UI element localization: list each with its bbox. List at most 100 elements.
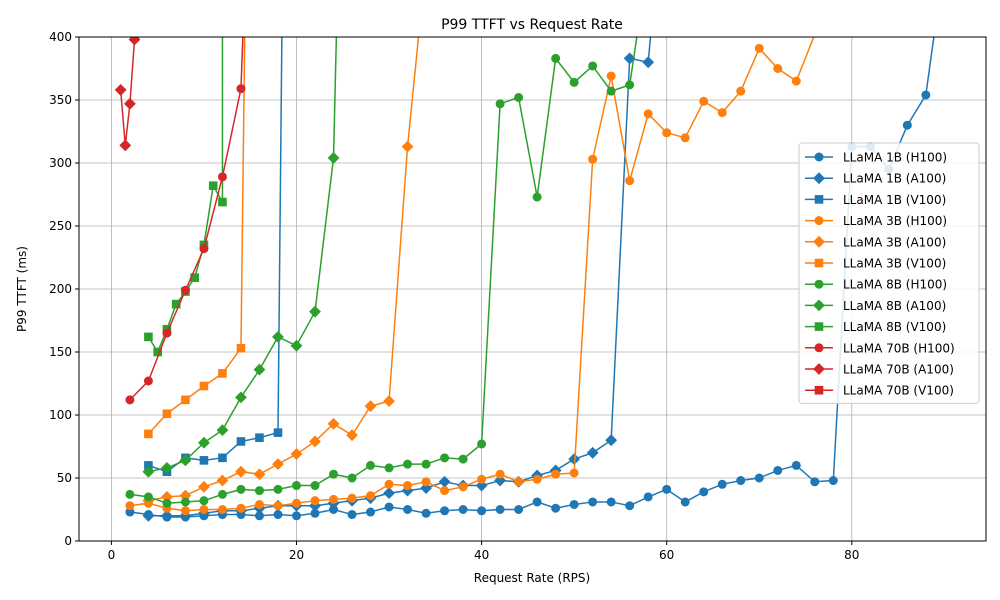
x-tick-label: 40 bbox=[474, 548, 489, 562]
data-point bbox=[144, 332, 153, 342]
data-point bbox=[736, 476, 746, 486]
data-point bbox=[291, 481, 301, 491]
data-point bbox=[440, 506, 450, 516]
data-point bbox=[532, 474, 542, 484]
data-point bbox=[235, 465, 247, 478]
legend-label: LLaMA 3B (V100) bbox=[843, 257, 946, 271]
y-tick-label: 350 bbox=[49, 93, 72, 107]
legend-label: LLaMA 1B (H100) bbox=[843, 151, 947, 165]
data-point bbox=[364, 400, 377, 413]
data-point bbox=[494, 474, 507, 487]
y-tick-label: 150 bbox=[49, 345, 72, 359]
data-point bbox=[475, 479, 488, 492]
data-point bbox=[143, 376, 153, 386]
legend-marker bbox=[814, 216, 824, 226]
data-point bbox=[717, 479, 727, 489]
legend-label: LLaMA 8B (V100) bbox=[843, 320, 946, 334]
y-tick-label: 50 bbox=[57, 471, 72, 485]
data-point bbox=[347, 493, 357, 503]
data-point bbox=[180, 285, 190, 295]
x-tick-label: 0 bbox=[108, 548, 116, 562]
data-point bbox=[569, 77, 579, 87]
data-point bbox=[532, 192, 542, 202]
data-point bbox=[144, 429, 153, 439]
data-point bbox=[236, 503, 246, 513]
data-point bbox=[236, 437, 246, 446]
data-point bbox=[458, 454, 468, 464]
data-point bbox=[125, 489, 135, 499]
chart-title: P99 TTFT vs Request Rate bbox=[441, 17, 623, 33]
data-point bbox=[383, 487, 395, 500]
legend-marker bbox=[814, 385, 824, 395]
data-point bbox=[791, 76, 801, 86]
series-7 bbox=[142, 37, 340, 478]
legend-label: LLaMA 8B (H100) bbox=[843, 278, 947, 292]
legend: LLaMA 1B (H100) LLaMA 1B (A100) LLaMA 1B (… bbox=[798, 142, 980, 404]
data-point bbox=[309, 435, 321, 448]
data-point bbox=[625, 501, 635, 511]
data-point bbox=[403, 459, 413, 469]
legend-label: LLaMA 3B (H100) bbox=[843, 214, 947, 228]
data-point bbox=[273, 484, 283, 494]
legend-marker bbox=[814, 279, 824, 289]
data-point bbox=[588, 154, 598, 164]
data-point bbox=[421, 477, 431, 487]
data-point bbox=[366, 491, 376, 501]
data-point bbox=[551, 53, 561, 63]
legend-marker bbox=[813, 172, 825, 185]
data-point bbox=[162, 498, 172, 508]
data-point bbox=[662, 128, 672, 138]
data-point bbox=[329, 469, 339, 479]
y-tick-label: 0 bbox=[64, 534, 72, 548]
data-point bbox=[128, 37, 141, 46]
data-point bbox=[255, 433, 264, 442]
data-point bbox=[401, 140, 414, 153]
series-3 bbox=[125, 37, 815, 516]
data-point bbox=[272, 330, 284, 343]
series-line bbox=[148, 37, 420, 502]
data-point bbox=[623, 52, 636, 65]
data-point bbox=[699, 96, 709, 106]
legend-marker bbox=[814, 152, 824, 162]
data-point bbox=[327, 417, 340, 430]
data-point bbox=[495, 505, 505, 514]
data-point bbox=[199, 381, 209, 391]
series-line bbox=[129, 37, 244, 401]
legend-marker bbox=[814, 195, 824, 204]
data-point bbox=[420, 482, 432, 494]
data-point bbox=[216, 424, 229, 437]
data-point bbox=[477, 439, 487, 449]
data-point bbox=[586, 446, 599, 459]
data-point bbox=[384, 479, 394, 489]
data-point bbox=[253, 363, 266, 376]
data-point bbox=[477, 474, 487, 484]
data-point bbox=[180, 506, 190, 516]
data-point bbox=[218, 453, 227, 463]
data-point bbox=[421, 508, 431, 518]
data-point bbox=[643, 492, 653, 502]
data-point bbox=[290, 448, 303, 460]
y-tick-label: 200 bbox=[49, 282, 72, 296]
data-point bbox=[208, 181, 218, 190]
data-point bbox=[421, 459, 431, 469]
data-point bbox=[514, 92, 524, 102]
data-point bbox=[383, 395, 395, 408]
data-point bbox=[921, 90, 931, 100]
data-point bbox=[347, 473, 357, 483]
data-point bbox=[680, 497, 690, 507]
data-point bbox=[699, 487, 709, 497]
data-point bbox=[403, 505, 413, 514]
data-point bbox=[199, 244, 209, 254]
data-point bbox=[218, 197, 227, 207]
data-point bbox=[642, 56, 655, 69]
data-point bbox=[291, 498, 301, 508]
data-point bbox=[625, 80, 635, 90]
data-point bbox=[198, 480, 210, 493]
data-point bbox=[290, 339, 303, 352]
data-point bbox=[199, 505, 209, 514]
data-point bbox=[625, 176, 635, 186]
data-point bbox=[384, 463, 394, 473]
legend-marker bbox=[814, 322, 824, 331]
data-point bbox=[217, 505, 227, 514]
legend-label: LLaMA 3B (A100) bbox=[843, 235, 946, 249]
